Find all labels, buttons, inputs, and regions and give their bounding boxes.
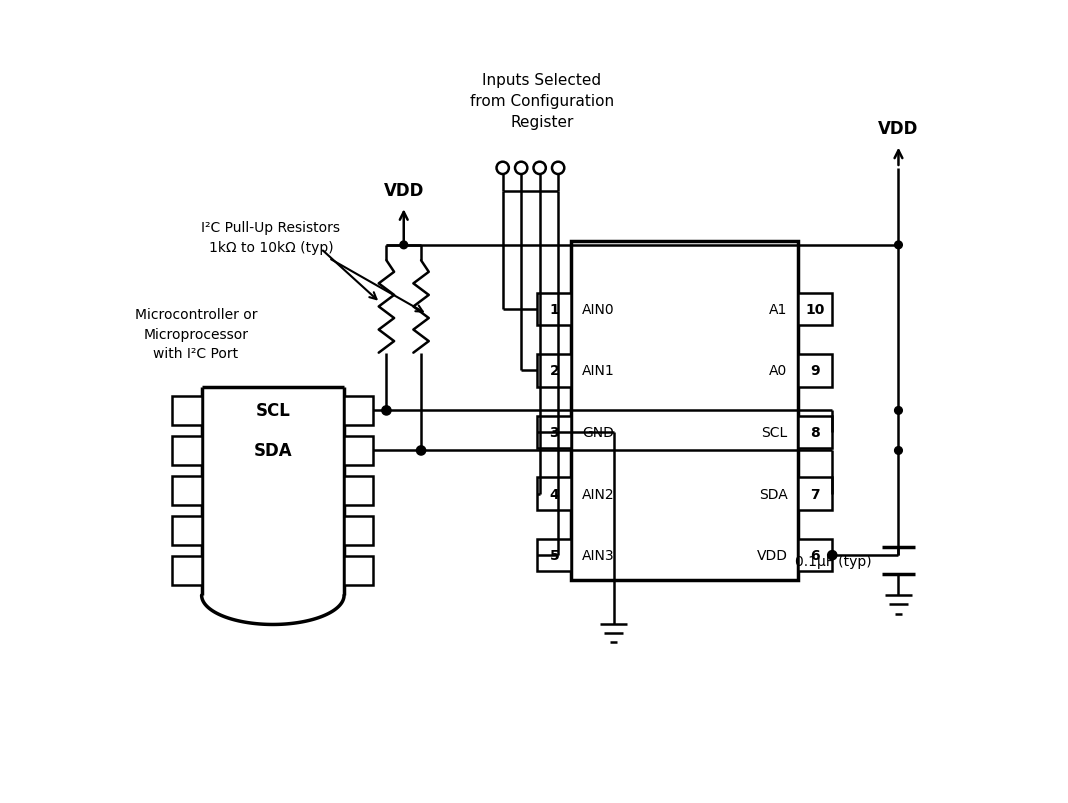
Text: 10: 10 <box>805 303 824 316</box>
Text: ADS1112: ADS1112 <box>631 253 738 273</box>
Bar <box>172 516 202 545</box>
Circle shape <box>417 446 426 455</box>
Text: 5: 5 <box>549 548 560 562</box>
Circle shape <box>828 551 837 560</box>
Text: SCL: SCL <box>255 402 290 420</box>
Text: AIN1: AIN1 <box>582 364 615 378</box>
Bar <box>172 556 202 585</box>
Text: 1: 1 <box>549 303 560 316</box>
Text: Microcontroller or
Microprocessor
with I²C Port: Microcontroller or Microprocessor with I… <box>135 308 257 361</box>
Bar <box>571 242 799 580</box>
Text: VDD: VDD <box>383 181 424 199</box>
Circle shape <box>381 406 391 415</box>
Bar <box>799 416 832 449</box>
Text: GND: GND <box>582 426 614 439</box>
Text: VDD: VDD <box>756 548 787 562</box>
Bar <box>172 397 202 426</box>
Text: 8: 8 <box>811 426 820 439</box>
Text: AIN0: AIN0 <box>582 303 614 316</box>
Bar <box>344 516 374 545</box>
Circle shape <box>895 407 902 414</box>
Bar <box>799 293 832 325</box>
Text: 7: 7 <box>811 487 820 501</box>
Bar <box>344 397 374 426</box>
Text: 6: 6 <box>811 548 820 562</box>
Circle shape <box>399 242 408 250</box>
Text: AIN2: AIN2 <box>582 487 614 501</box>
Text: A0: A0 <box>769 364 787 378</box>
Text: VDD: VDD <box>878 120 918 138</box>
Bar <box>537 355 571 387</box>
Text: I²C Pull-Up Resistors
1kΩ to 10kΩ (typ): I²C Pull-Up Resistors 1kΩ to 10kΩ (typ) <box>202 221 341 255</box>
Text: A1: A1 <box>769 303 787 316</box>
Text: SCL: SCL <box>761 426 787 439</box>
Text: SDA: SDA <box>253 442 293 460</box>
Bar <box>344 476 374 506</box>
Text: AIN3: AIN3 <box>582 548 614 562</box>
Bar <box>344 556 374 585</box>
Bar <box>344 436 374 466</box>
Bar <box>537 293 571 325</box>
Bar <box>799 478 832 510</box>
Text: 0.1μF (typ): 0.1μF (typ) <box>795 554 871 568</box>
Bar <box>537 478 571 510</box>
Bar <box>537 416 571 449</box>
Bar <box>537 540 571 572</box>
Text: 9: 9 <box>811 364 820 378</box>
Text: Inputs Selected
from Configuration
Register: Inputs Selected from Configuration Regis… <box>470 73 614 130</box>
Bar <box>799 540 832 572</box>
Text: 2: 2 <box>549 364 560 378</box>
Text: 3: 3 <box>549 426 559 439</box>
Bar <box>172 436 202 466</box>
Bar <box>172 476 202 506</box>
Text: SDA: SDA <box>759 487 787 501</box>
Circle shape <box>895 447 902 454</box>
Circle shape <box>895 242 902 250</box>
Text: 4: 4 <box>549 487 560 501</box>
Bar <box>799 355 832 387</box>
